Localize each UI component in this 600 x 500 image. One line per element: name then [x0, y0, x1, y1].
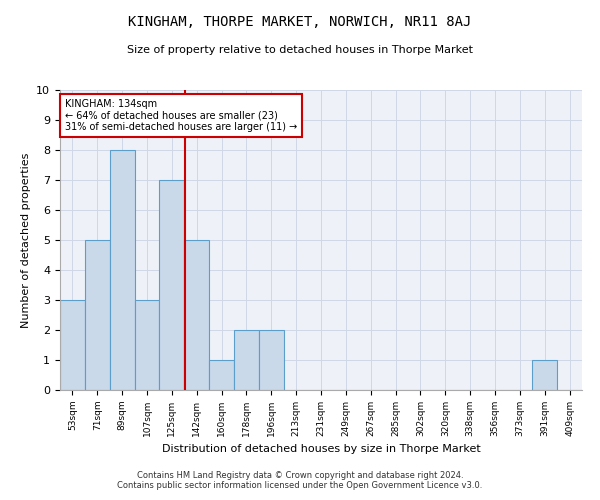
Text: KINGHAM: 134sqm
← 64% of detached houses are smaller (23)
31% of semi-detached h: KINGHAM: 134sqm ← 64% of detached houses…: [65, 99, 298, 132]
Bar: [85, 240, 110, 390]
Y-axis label: Number of detached properties: Number of detached properties: [21, 152, 31, 328]
Bar: [160, 180, 184, 390]
Bar: [184, 240, 209, 390]
Bar: [134, 300, 160, 390]
Bar: [60, 300, 85, 390]
Bar: [110, 150, 134, 390]
Bar: [209, 360, 234, 390]
Bar: [259, 330, 284, 390]
Bar: [532, 360, 557, 390]
X-axis label: Distribution of detached houses by size in Thorpe Market: Distribution of detached houses by size …: [161, 444, 481, 454]
Bar: [234, 330, 259, 390]
Text: Size of property relative to detached houses in Thorpe Market: Size of property relative to detached ho…: [127, 45, 473, 55]
Text: KINGHAM, THORPE MARKET, NORWICH, NR11 8AJ: KINGHAM, THORPE MARKET, NORWICH, NR11 8A…: [128, 15, 472, 29]
Text: Contains HM Land Registry data © Crown copyright and database right 2024.
Contai: Contains HM Land Registry data © Crown c…: [118, 470, 482, 490]
